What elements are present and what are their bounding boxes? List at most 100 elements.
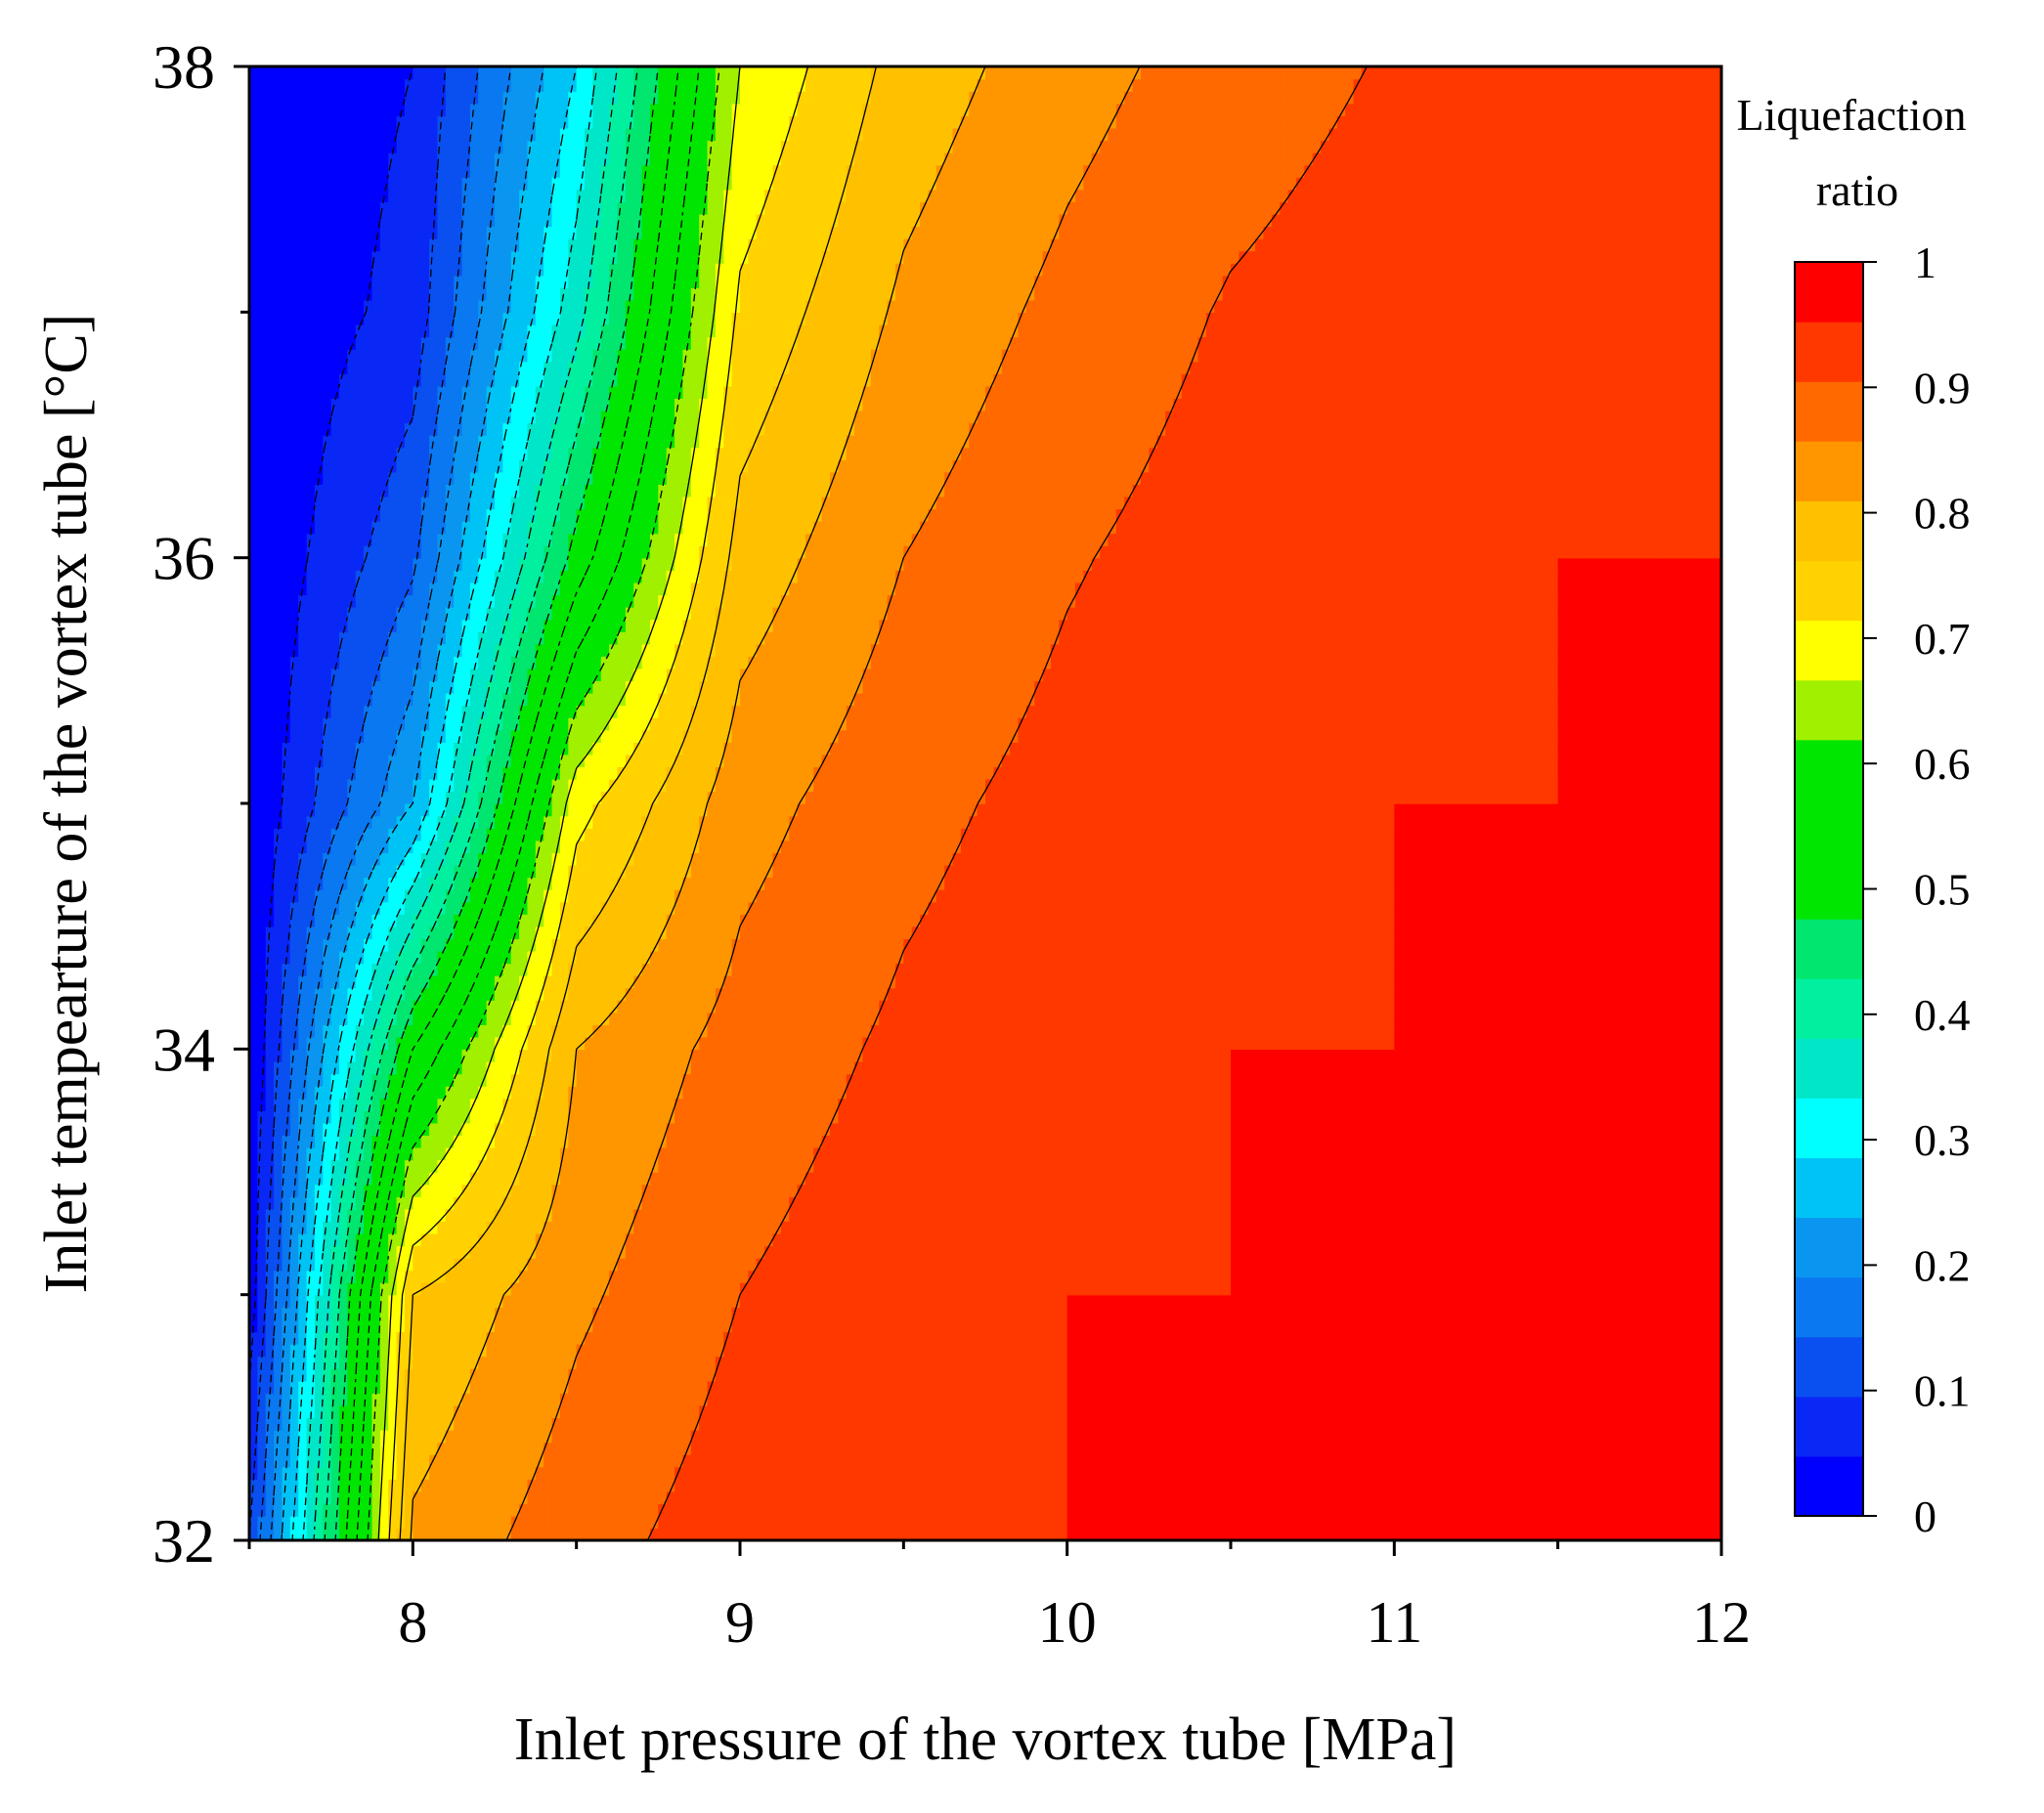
contour-cell [764, 1417, 774, 1431]
contour-cell [1100, 1232, 1109, 1247]
contour-cell [1059, 1282, 1068, 1296]
contour-cell [404, 1454, 414, 1468]
contour-cell [314, 1257, 324, 1272]
contour-cell [1426, 1442, 1436, 1455]
contour-cell [289, 1429, 299, 1444]
contour-cell [1066, 1393, 1076, 1406]
contour-cell [952, 1294, 962, 1308]
contour-cell [887, 1490, 896, 1504]
contour-cell [985, 1307, 995, 1320]
contour-cell [347, 1479, 357, 1492]
contour-cell [445, 1380, 455, 1394]
contour-cell [625, 1393, 634, 1406]
contour-cell [1443, 1257, 1453, 1272]
contour-cell [469, 1196, 479, 1210]
contour-cell [1533, 1393, 1543, 1406]
contour-cell [486, 1454, 496, 1468]
contour-cell [289, 1232, 299, 1247]
contour-cell [495, 1331, 504, 1345]
contour-cell [1500, 1343, 1510, 1358]
contour-cell [1181, 1270, 1191, 1283]
contour-cell [1083, 1196, 1093, 1210]
contour-cell [1525, 1270, 1535, 1283]
contour-cell [274, 1368, 283, 1382]
contour-cell [723, 1318, 733, 1333]
contour-cell [870, 1442, 880, 1455]
contour-cell [478, 1454, 488, 1468]
contour-cell [355, 1196, 365, 1210]
contour-cell [894, 1429, 905, 1444]
contour-cell [1271, 1528, 1281, 1540]
contour-cell [862, 1356, 872, 1369]
contour-cell [576, 1343, 586, 1358]
contour-cell [1688, 1356, 1698, 1369]
contour-cell [585, 1515, 594, 1530]
contour-cell [495, 1454, 504, 1468]
contour-cell [617, 1331, 627, 1345]
contour-cell [928, 1294, 937, 1308]
contour-cell [568, 1503, 578, 1517]
contour-cell [1108, 1454, 1117, 1468]
contour-cell [1508, 1515, 1518, 1530]
contour-cell [641, 1368, 651, 1382]
contour-cell [486, 1380, 496, 1394]
contour-cell [1034, 1454, 1044, 1468]
contour-cell [1190, 1343, 1199, 1358]
contour-cell [1500, 1454, 1510, 1468]
contour-cell [1615, 1331, 1625, 1345]
contour-cell [544, 1356, 553, 1369]
contour-cell [1451, 1221, 1460, 1234]
contour-cell [1190, 1270, 1199, 1283]
contour-cell [454, 1221, 463, 1234]
contour-cell [559, 1454, 569, 1468]
contour-cell [1541, 1515, 1550, 1530]
contour-cell [1615, 1368, 1625, 1382]
contour-cell [894, 1245, 905, 1259]
contour-cell [1255, 1232, 1265, 1247]
contour-cell [1050, 1503, 1060, 1517]
contour-cell [1222, 1270, 1232, 1283]
contour-cell [1075, 1245, 1085, 1259]
contour-cell [413, 1466, 422, 1480]
contour-cell [1435, 1294, 1445, 1308]
contour-cell [1631, 1318, 1641, 1333]
contour-cell [649, 1196, 660, 1210]
contour-cell [1263, 1528, 1273, 1540]
contour-cell [544, 1245, 553, 1259]
contour-cell [1001, 1282, 1011, 1296]
contour-cell [1385, 1466, 1396, 1480]
contour-cell [920, 1282, 930, 1296]
contour-cell [1050, 1368, 1060, 1382]
contour-cell [887, 1466, 896, 1480]
contour-cell [1010, 1245, 1020, 1259]
contour-cell [625, 1270, 634, 1283]
contour-cell [413, 1307, 422, 1320]
contour-cell [249, 1404, 259, 1419]
contour-cell [894, 1318, 905, 1333]
contour-cell [371, 1429, 381, 1444]
contour-cell [469, 1307, 479, 1320]
contour-cell [944, 1232, 954, 1247]
contour-cell [993, 1503, 1003, 1517]
contour-cell [969, 1503, 979, 1517]
contour-cell [715, 1417, 724, 1431]
contour-cell [454, 1343, 463, 1358]
contour-cell [1083, 1479, 1093, 1492]
contour-cell [977, 1380, 986, 1394]
contour-cell [1255, 1380, 1265, 1394]
contour-cell [519, 1318, 529, 1333]
contour-cell [1688, 1466, 1698, 1480]
contour-cell [265, 1429, 275, 1444]
contour-cell [1370, 1245, 1379, 1259]
contour-cell [413, 1442, 422, 1455]
contour-cell [1664, 1282, 1674, 1296]
contour-cell [1050, 1307, 1060, 1320]
contour-cell [1574, 1393, 1584, 1406]
contour-cell [903, 1528, 913, 1540]
contour-cell [1239, 1454, 1248, 1468]
contour-cell [707, 1270, 717, 1283]
contour-cell [1190, 1380, 1199, 1394]
contour-cell [903, 1331, 913, 1345]
contour-cell [1696, 1368, 1706, 1382]
contour-cell [854, 1429, 864, 1444]
